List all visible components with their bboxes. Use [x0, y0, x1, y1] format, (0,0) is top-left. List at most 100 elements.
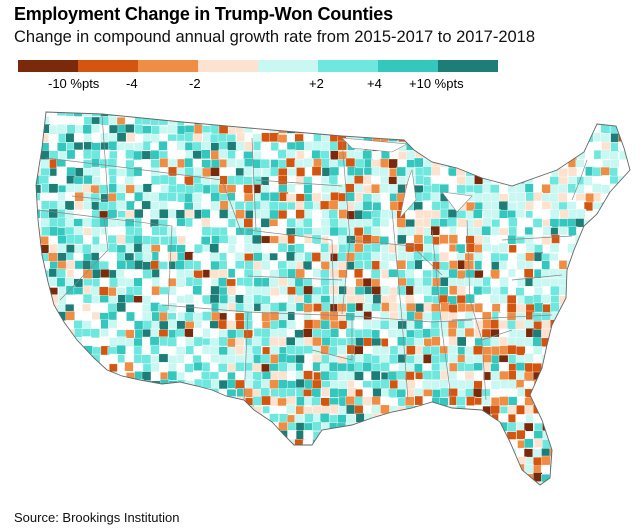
county-cell [567, 446, 577, 457]
county-cell [354, 260, 364, 270]
county-cell [321, 431, 331, 441]
county-cell [329, 268, 339, 279]
county-cell [609, 404, 619, 414]
county-cell [609, 473, 620, 483]
county-cell [371, 235, 381, 246]
county-cell [244, 320, 254, 330]
county-cell [627, 210, 630, 221]
county-cell [210, 448, 221, 458]
county-cell [602, 387, 612, 398]
county-cell [405, 430, 416, 440]
county-cell [609, 481, 620, 485]
county-cell [457, 448, 468, 458]
county-cell [507, 472, 518, 482]
county-cell [422, 482, 432, 485]
county-cell [354, 405, 364, 415]
county-cell [482, 490, 491, 499]
county-cell [176, 140, 186, 151]
county-cell [311, 294, 322, 304]
county-cell [388, 116, 399, 127]
county-cell [499, 142, 510, 152]
county-cell [456, 430, 466, 441]
county-cell [330, 328, 340, 338]
county-cell [286, 404, 296, 415]
county-cell [362, 251, 373, 262]
county-cell [363, 456, 373, 466]
county-cell [380, 285, 391, 295]
county-cell [414, 490, 423, 499]
county-cell [75, 413, 85, 424]
county-cell [592, 372, 603, 382]
county-cell [158, 353, 169, 364]
county-cell [592, 141, 603, 152]
county-cell [108, 141, 118, 151]
county-cell [294, 465, 304, 475]
county-cell [591, 447, 602, 458]
county-cell [167, 124, 177, 134]
chart-subtitle: Change in compound annual growth rate fr… [14, 28, 536, 46]
county-cell [201, 217, 211, 228]
county-cell [219, 395, 230, 406]
county-cell [64, 412, 75, 423]
county-cell [354, 319, 364, 330]
county-cell [269, 124, 279, 134]
county-cell [320, 269, 330, 280]
county-cell [549, 277, 560, 288]
county-cell [380, 379, 390, 389]
county-cell [321, 302, 331, 312]
county-cell [499, 286, 510, 296]
county-cell [551, 361, 561, 372]
county-cell [39, 430, 50, 441]
county-cell [65, 396, 75, 406]
county-cell [431, 201, 442, 211]
county-cell [41, 226, 51, 236]
county-cell [406, 422, 416, 432]
county-cell [431, 431, 441, 441]
county-cell [542, 363, 553, 373]
county-cell [592, 227, 602, 237]
county-cell [175, 430, 186, 440]
county-cell [48, 447, 58, 458]
county-cell [142, 474, 152, 484]
legend-swatch-2 [78, 60, 138, 72]
county-cell [36, 345, 42, 355]
county-cell [150, 159, 161, 169]
county-cell [286, 193, 296, 204]
county-cell [465, 133, 476, 143]
county-cell [176, 481, 186, 485]
county-cell [559, 142, 569, 152]
county-cell [328, 235, 338, 246]
county-cell [371, 311, 381, 321]
county-cell [491, 112, 501, 118]
county-cell [490, 465, 500, 476]
county-cell [626, 151, 630, 161]
county-cell [362, 387, 372, 397]
county-cell [610, 422, 620, 433]
county-cell [354, 286, 365, 296]
county-cell [217, 133, 228, 143]
county-cell [396, 259, 407, 270]
county-cell [57, 142, 67, 152]
county-cell [532, 337, 542, 347]
county-cell [56, 329, 67, 339]
county-cell [371, 115, 381, 126]
county-cell [576, 251, 586, 261]
county-cell [517, 473, 527, 483]
county-cell [567, 287, 577, 297]
county-cell [566, 413, 577, 424]
county-cell [388, 112, 399, 117]
county-cell [287, 430, 297, 440]
county-cell [321, 438, 331, 449]
county-cell [227, 482, 237, 485]
county-cell [36, 320, 42, 330]
county-cell [557, 269, 568, 279]
county-cell [439, 413, 450, 423]
county-cell [557, 150, 568, 160]
county-cell [388, 294, 398, 304]
county-cell [602, 370, 612, 380]
county-cell [549, 133, 560, 143]
county-cell [389, 379, 399, 390]
county-cell [498, 125, 508, 136]
county-cell [465, 116, 475, 126]
county-cell [439, 447, 449, 457]
